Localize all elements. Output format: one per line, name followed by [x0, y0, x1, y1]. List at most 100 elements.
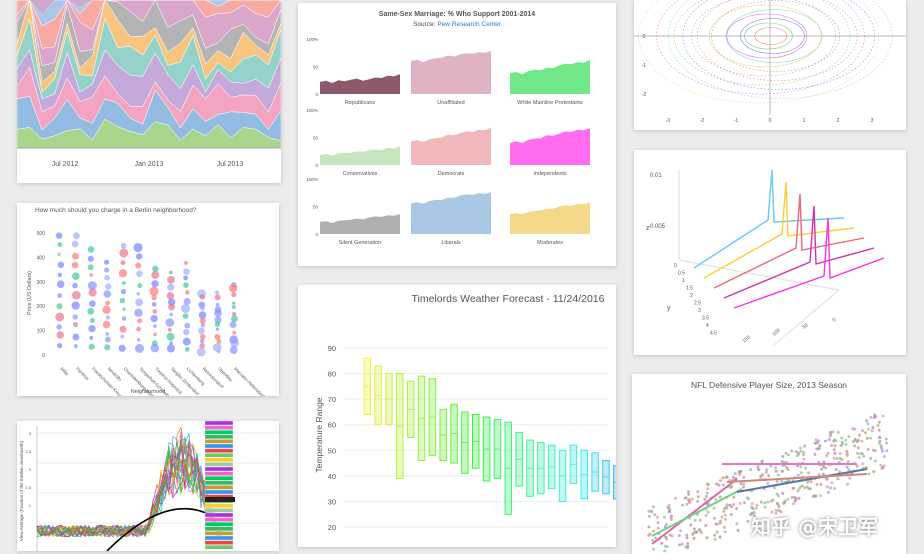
player-point — [796, 473, 800, 477]
y-tick-label: 2 — [29, 467, 32, 472]
y-tick-label: 80 — [328, 370, 336, 379]
player-point — [830, 481, 834, 485]
panel-label: Unaffiliated — [437, 100, 464, 106]
spiral-chart: -3 -2 -1 0 1 2 3 0 -1 -2 — [634, 0, 906, 124]
player-point — [857, 438, 861, 442]
bubble-point — [56, 331, 64, 339]
player-point — [877, 420, 881, 424]
x-tick-label: Jul 2012 — [52, 161, 79, 168]
bubble-point — [119, 297, 126, 304]
trend-line — [106, 507, 213, 551]
player-point — [781, 491, 785, 495]
bubble-point — [184, 322, 191, 329]
player-point — [803, 486, 807, 490]
player-point — [719, 519, 723, 523]
player-point — [731, 475, 735, 479]
player-point — [818, 444, 822, 448]
bubble-point — [87, 246, 95, 253]
bubble-point — [136, 292, 140, 296]
spiral-loop — [673, 0, 851, 86]
ridge-line — [703, 181, 855, 279]
player-point — [786, 468, 790, 471]
bubble-point — [196, 347, 206, 357]
player-point — [873, 459, 877, 463]
bubble-point — [134, 343, 145, 354]
player-point — [836, 430, 840, 434]
spiral-card: -3 -2 -1 0 1 2 3 0 -1 -2 — [634, 0, 906, 130]
player-point — [721, 483, 725, 487]
bubble-point — [168, 303, 176, 311]
spiral-loop — [696, 0, 858, 81]
bubble-point — [71, 301, 80, 310]
player-point — [833, 486, 837, 490]
player-point — [737, 470, 741, 474]
stream-layer — [17, 0, 281, 67]
legend-entry — [204, 421, 234, 426]
player-point — [742, 482, 746, 486]
ridge3d-card: 0.01 0.005 z y 0 0.5 1 1.5 2 2.5 3 3.5 4 4.5 0 50 100 150 — [634, 150, 906, 355]
bubble-point — [166, 332, 175, 341]
bubble-point — [214, 294, 221, 301]
streamgraph-chart: Jul 2012 Jan 2013 Jul 2013 — [17, 0, 281, 168]
player-point — [844, 442, 848, 446]
player-point — [725, 506, 729, 510]
bubble-point — [152, 265, 159, 273]
bubble-point — [134, 308, 143, 318]
legend-entry — [204, 448, 234, 453]
player-point — [790, 496, 794, 499]
y-tick-label: 90 — [328, 344, 336, 353]
bubble-point — [57, 272, 63, 278]
y-tick-label: 100% — [306, 108, 318, 113]
legend-entry — [204, 457, 234, 462]
y-tick-label: 1 — [682, 278, 685, 284]
player-point — [847, 435, 851, 439]
trend-line — [651, 488, 743, 537]
bubble-point — [231, 304, 236, 310]
y-tick-label: 50 — [313, 205, 319, 210]
y-tick-label: 0 — [315, 232, 318, 237]
y-tick-label: 0 — [42, 353, 45, 359]
player-point — [689, 523, 693, 527]
player-point — [885, 449, 889, 453]
player-point — [786, 497, 790, 501]
bubble-point — [104, 274, 110, 281]
player-point — [685, 502, 689, 506]
series-line — [36, 441, 222, 538]
spiral-loop — [638, 0, 880, 104]
bubble-point — [72, 282, 78, 289]
player-point — [838, 452, 842, 455]
player-point — [647, 534, 651, 537]
y-tick-label: 500 — [37, 231, 46, 237]
player-point — [724, 517, 728, 521]
player-point — [864, 431, 868, 435]
player-point — [790, 449, 794, 453]
player-point — [781, 455, 785, 458]
bubble-point — [135, 262, 142, 269]
spiral-loop — [656, 0, 865, 95]
trend-line — [736, 468, 868, 493]
player-point — [698, 529, 702, 533]
player-point — [687, 501, 691, 505]
player-point — [732, 495, 736, 499]
x-tick-label: 50 — [801, 322, 809, 330]
player-point — [667, 510, 671, 514]
player-point — [779, 510, 783, 514]
chart-title: NFL Defensive Player Size, 2013 Season — [691, 380, 847, 390]
player-point — [804, 466, 807, 470]
bubble-point — [151, 280, 159, 288]
player-point — [776, 473, 780, 477]
bubble-point — [198, 311, 207, 319]
bubble-point — [72, 272, 80, 280]
player-point — [799, 471, 803, 475]
chart-title: Same-Sex Marriage: % Who Support 2001-20… — [379, 11, 535, 18]
player-point — [836, 477, 840, 481]
bubble-point — [199, 305, 205, 311]
player-point — [692, 530, 696, 534]
bubble-point — [105, 283, 112, 290]
player-point — [799, 446, 802, 450]
player-point — [751, 507, 755, 511]
ridge-line — [713, 193, 865, 289]
bubble-point — [216, 339, 222, 344]
source-link[interactable]: Pew Research Center — [437, 21, 501, 28]
player-point — [651, 505, 655, 509]
